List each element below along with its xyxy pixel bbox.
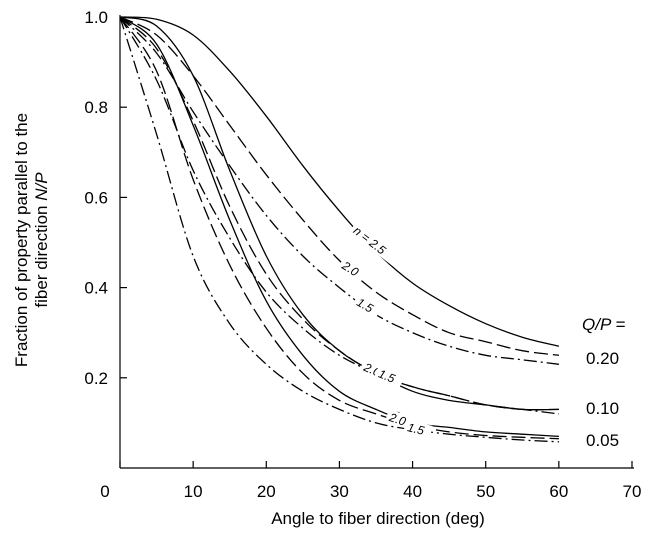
x-axis-ticks: 0 10 20 30 40 50 60 70 <box>100 461 641 501</box>
y-tick-label: 0.8 <box>84 98 108 117</box>
plot-area: 0 10 20 30 40 50 60 70 0.20.40.60.81.0 n = 2.52… <box>84 8 641 501</box>
curve-label: 1.5 <box>374 365 404 388</box>
curve-label-bg <box>348 221 401 266</box>
series-line-qp01-n15 <box>119 16 559 415</box>
curve-label-bg <box>403 419 433 439</box>
y-axis-title-line2-text: fiber direction <box>32 201 51 308</box>
series-line-qp005-n15 <box>119 16 559 443</box>
y-axis-title: Fraction of property parallel to the fib… <box>12 113 51 367</box>
series-line-qp005-n2 <box>119 16 559 440</box>
y-tick-label: 0.4 <box>84 279 108 298</box>
curve-label: 2.0 <box>337 256 368 283</box>
y-axis-title-line1: Fraction of property parallel to the <box>12 113 31 367</box>
group-labels: 0.20 0.10 0.05 <box>586 349 619 450</box>
curve-label-text: 1.5 <box>406 420 426 438</box>
x-tick-label: 10 <box>184 482 203 501</box>
y-axis-ticks: 0.2 0.4 0.6 0.8 1.0 <box>84 8 127 388</box>
group-label-qp-005: 0.05 <box>586 431 619 450</box>
curve-label-bg <box>374 365 404 388</box>
curve-label: 1.5 <box>403 419 433 439</box>
series-line-qp02-n25 <box>119 16 560 347</box>
series-line-qp01-n2 <box>119 16 559 411</box>
group-label-qp-010: 0.10 <box>586 399 619 418</box>
x-tick-label: 20 <box>257 482 276 501</box>
curve-label-bg <box>337 256 368 283</box>
curve-label: n = 2.5 <box>348 221 401 266</box>
x-tick-label: 40 <box>403 482 422 501</box>
x-tick-label: 30 <box>330 482 349 501</box>
series-layer <box>119 16 560 443</box>
series-line-qp02-n2 <box>119 16 559 356</box>
x-tick-label: 70 <box>623 482 642 501</box>
legend-header: Q/P = <box>582 315 625 334</box>
curve-labels: n = 2.52.01.52.52.01.52.52.01.5 <box>337 221 433 439</box>
curve-label-text: n = 2.5 <box>351 223 389 257</box>
series-line-qp005-n25 <box>119 16 559 438</box>
x-axis-title: Angle to fiber direction (deg) <box>271 509 485 528</box>
curve-label-text: 1.5 <box>376 367 397 386</box>
y-axis-title-symbol: N/P <box>32 172 51 201</box>
group-label-qp-020: 0.20 <box>586 349 619 368</box>
x-tick-label: 60 <box>549 482 568 501</box>
y-tick-label: 0.2 <box>84 369 108 388</box>
x-tick-label: 50 <box>476 482 495 501</box>
y-tick-label: 0.6 <box>84 188 108 207</box>
y-axis-title-line2: fiber direction N/P <box>32 172 51 308</box>
series-line-qp02-n15 <box>119 16 559 365</box>
y-tick-label: 1.0 <box>84 8 108 27</box>
curve-label-text: 2.0 <box>387 410 408 429</box>
x-tick-label: 0 <box>100 482 109 501</box>
curve-label-bg <box>352 293 382 319</box>
